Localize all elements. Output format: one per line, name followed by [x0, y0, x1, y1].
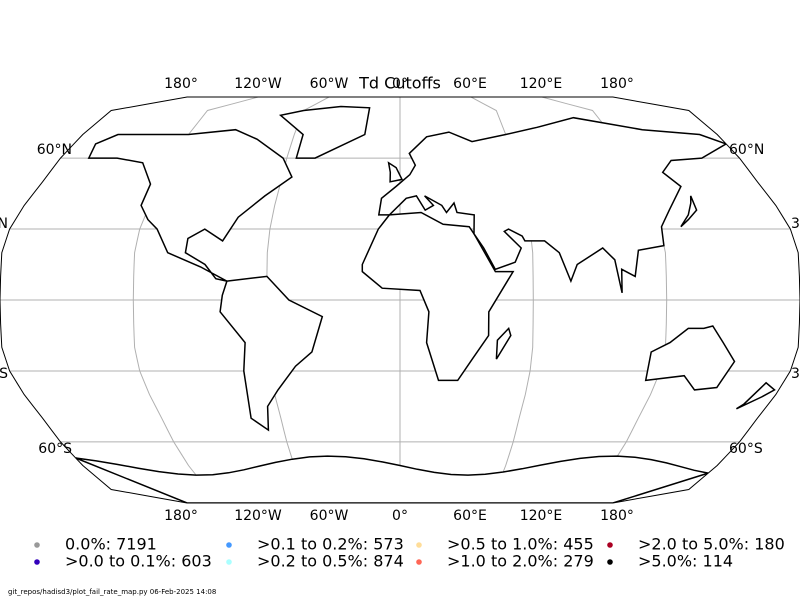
map-outline — [0, 96, 800, 504]
legend-marker — [226, 542, 232, 548]
longitude-label: 60°E — [453, 76, 487, 92]
footer: git_repos/hadisd3/plot_fail_rate_map.py … — [8, 588, 216, 596]
legend-label: >1.0 to 2.0%: 279 — [447, 552, 594, 571]
longitude-label: 0° — [392, 76, 408, 92]
latitude-label: 60°S — [38, 441, 72, 457]
legend-label: >0.5 to 1.0%: 455 — [447, 535, 594, 554]
longitude-label: 120°E — [520, 508, 563, 524]
longitude-label: 60°W — [310, 76, 349, 92]
longitude-label: 180° — [600, 508, 634, 524]
legend-label: >0.2 to 0.5%: 874 — [257, 552, 404, 571]
latitude-label: 60°S — [729, 441, 763, 457]
land — [387, 161, 404, 183]
longitude-label: 60°W — [310, 508, 349, 524]
longitude-label: 120°E — [520, 76, 563, 92]
legend-marker — [34, 542, 40, 548]
land — [75, 455, 709, 503]
longitude-label: 120°W — [234, 508, 282, 524]
legend-marker — [416, 542, 422, 548]
longitude-label: 180° — [600, 76, 634, 92]
legend-label: >5.0%: 114 — [638, 552, 733, 571]
land — [87, 128, 293, 282]
legend-marker — [416, 559, 422, 565]
latitude-label: 60°N — [37, 142, 72, 158]
latitude-label: 30°S — [791, 366, 800, 382]
legend-marker — [226, 559, 232, 565]
land — [219, 275, 324, 432]
longitude-label: 180° — [164, 76, 198, 92]
map-content — [0, 97, 800, 503]
map-title: Td Cutoffs — [358, 74, 441, 93]
longitude-label: 180° — [164, 508, 198, 524]
legend-label: >0.1 to 0.2%: 573 — [257, 535, 404, 554]
land — [495, 326, 512, 360]
legend-label: >2.0 to 5.0%: 180 — [638, 535, 785, 554]
legend-marker — [607, 542, 613, 548]
latitude-label: 30°N — [0, 216, 8, 232]
longitude-label: 0° — [392, 508, 408, 524]
legend-label: >0.0 to 0.1%: 603 — [65, 552, 212, 571]
land — [377, 116, 728, 294]
longitude-label: 120°W — [234, 76, 282, 92]
land — [736, 381, 776, 410]
legend-marker — [607, 559, 613, 565]
land — [644, 325, 736, 391]
legend-label: 0.0%: 7191 — [65, 535, 157, 554]
latitude-label: 30°N — [791, 216, 800, 232]
land — [361, 211, 515, 382]
latitude-label: 30°S — [0, 366, 8, 382]
land — [680, 195, 698, 228]
legend-marker — [34, 559, 40, 565]
longitude-label: 60°E — [453, 508, 487, 524]
latitude-label: 60°N — [729, 142, 764, 158]
land — [278, 105, 371, 159]
